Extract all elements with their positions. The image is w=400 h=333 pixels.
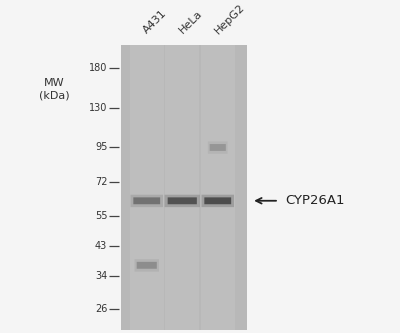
FancyBboxPatch shape: [202, 195, 234, 207]
FancyBboxPatch shape: [204, 197, 231, 204]
Text: 55: 55: [95, 211, 107, 221]
Text: 130: 130: [89, 103, 107, 113]
FancyBboxPatch shape: [137, 262, 157, 269]
Text: 43: 43: [95, 241, 107, 251]
Text: 26: 26: [95, 304, 107, 314]
Text: HepG2: HepG2: [213, 2, 246, 36]
Text: 95: 95: [95, 143, 107, 153]
Text: A431: A431: [142, 8, 169, 36]
FancyBboxPatch shape: [164, 195, 200, 207]
Text: 180: 180: [89, 63, 107, 73]
Bar: [121, 45, 247, 330]
FancyBboxPatch shape: [210, 144, 226, 151]
FancyBboxPatch shape: [208, 142, 228, 154]
Bar: [130, 45, 164, 330]
FancyBboxPatch shape: [168, 197, 197, 204]
Text: CYP26A1: CYP26A1: [285, 194, 344, 207]
Bar: [166, 45, 199, 330]
FancyBboxPatch shape: [130, 195, 163, 207]
Text: 72: 72: [95, 177, 107, 187]
Bar: [201, 45, 234, 330]
Text: MW
(kDa): MW (kDa): [39, 79, 69, 100]
Text: 34: 34: [95, 271, 107, 281]
FancyBboxPatch shape: [133, 197, 160, 204]
FancyBboxPatch shape: [134, 259, 159, 272]
Text: HeLa: HeLa: [177, 9, 204, 36]
